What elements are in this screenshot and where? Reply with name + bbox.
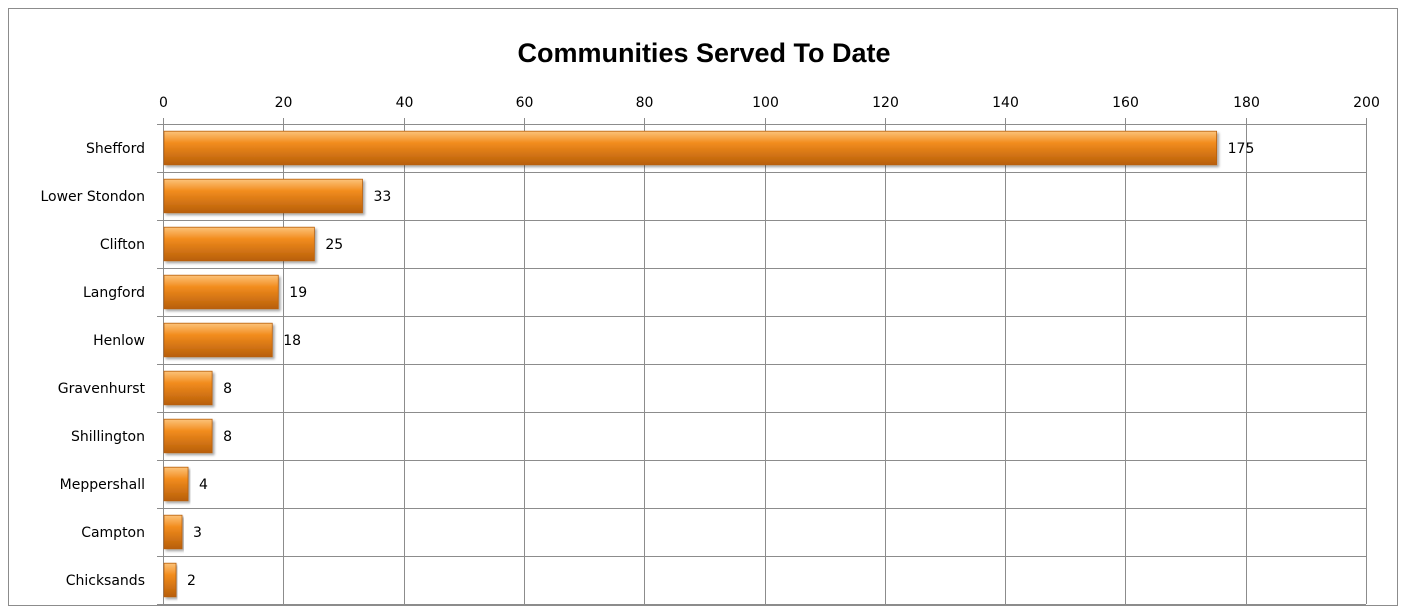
bar bbox=[163, 370, 213, 406]
grid-layer bbox=[157, 118, 1367, 605]
x-tick-label: 160 bbox=[1112, 95, 1139, 111]
data-label: 25 bbox=[325, 237, 343, 253]
category-label: Gravenhurst bbox=[58, 381, 146, 397]
data-label: 8 bbox=[223, 429, 232, 445]
x-tick-label: 140 bbox=[992, 95, 1019, 111]
bar bbox=[163, 418, 213, 454]
x-tick-label: 80 bbox=[636, 95, 654, 111]
bar bbox=[163, 514, 183, 550]
category-label: Lower Stondon bbox=[40, 189, 145, 205]
category-label: Shefford bbox=[86, 141, 145, 157]
category-label: Meppershall bbox=[60, 477, 145, 493]
data-label: 33 bbox=[373, 189, 391, 205]
chart-title: Communities Served To Date bbox=[517, 38, 890, 68]
category-label: Henlow bbox=[93, 333, 145, 349]
x-tick-label: 20 bbox=[275, 95, 293, 111]
y-axis-categories: Shefford Lower Stondon Clifton Langford Henl… bbox=[40, 141, 145, 589]
x-tick-label: 120 bbox=[872, 95, 899, 111]
category-label: Clifton bbox=[100, 237, 145, 253]
x-tick-label: 40 bbox=[396, 95, 414, 111]
category-label: Langford bbox=[83, 285, 145, 301]
x-tick-label: 100 bbox=[752, 95, 779, 111]
bar bbox=[163, 178, 363, 214]
data-label: 2 bbox=[187, 573, 196, 589]
data-label: 8 bbox=[223, 381, 232, 397]
bar bbox=[163, 466, 189, 502]
category-label: Shillington bbox=[71, 429, 145, 445]
x-tick-label: 0 bbox=[159, 95, 168, 111]
bars bbox=[163, 130, 1218, 598]
data-label: 175 bbox=[1228, 141, 1255, 157]
bar bbox=[163, 562, 177, 598]
category-label: Chicksands bbox=[66, 573, 145, 589]
data-labels: 175 33 25 19 18 8 8 4 3 2 bbox=[187, 141, 1254, 589]
data-label: 18 bbox=[283, 333, 301, 349]
x-tick-label: 180 bbox=[1233, 95, 1260, 111]
x-axis-ticks: 0 20 40 60 80 100 120 140 160 180 200 bbox=[159, 95, 1380, 111]
category-label: Campton bbox=[81, 525, 145, 541]
data-label: 3 bbox=[193, 525, 202, 541]
bar bbox=[163, 274, 279, 310]
bar bbox=[163, 322, 273, 358]
x-tick-label: 60 bbox=[516, 95, 534, 111]
x-tick-label: 200 bbox=[1353, 95, 1380, 111]
bar bbox=[163, 130, 1218, 166]
bar bbox=[163, 226, 315, 262]
data-label: 19 bbox=[289, 285, 307, 301]
data-label: 4 bbox=[199, 477, 208, 493]
